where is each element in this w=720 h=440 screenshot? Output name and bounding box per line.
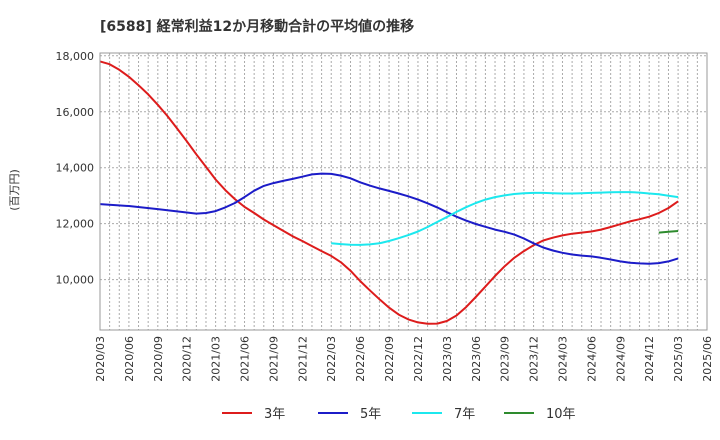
grid-lines — [99, 53, 708, 330]
x-tick-label: 2020/03 — [94, 336, 107, 382]
legend-label: 10年 — [546, 407, 576, 422]
y-tick-label: 16,000 — [56, 106, 95, 119]
x-tick-label: 2023/03 — [441, 336, 454, 382]
x-tick-label: 2021/03 — [210, 336, 223, 382]
y-tick-label: 14,000 — [56, 162, 95, 175]
series-line — [99, 172, 679, 265]
y-tick-labels: 10,000 12,000 14,000 16,000 18,000 — [56, 50, 95, 287]
x-tick-label: 2024/09 — [614, 336, 627, 382]
plot-area — [99, 52, 708, 331]
series-line — [99, 60, 679, 325]
chart-title: [6588] 経常利益12か月移動合計の平均値の推移 — [100, 18, 414, 35]
y-tick-label: 18,000 — [56, 50, 95, 63]
y-tick-label: 12,000 — [56, 218, 95, 231]
x-tick-labels: 2020/03 2020/06 2020/09 2020/12 2021/03 2021/… — [94, 336, 714, 382]
x-tick-label: 2020/09 — [152, 336, 165, 382]
x-tick-label: 2023/12 — [528, 336, 541, 382]
legend-label: 7年 — [454, 407, 475, 422]
x-tick-label: 2024/03 — [556, 336, 569, 382]
x-tick-label: 2022/09 — [383, 336, 396, 382]
x-tick-label: 2021/09 — [267, 336, 280, 382]
legend-label: 5年 — [360, 407, 381, 422]
y-tick-label: 10,000 — [56, 274, 95, 287]
legend-label: 3年 — [264, 407, 285, 422]
x-tick-label: 2022/03 — [325, 336, 338, 382]
x-tick-label: 2022/12 — [412, 336, 425, 382]
series-line — [331, 191, 679, 246]
x-tick-label: 2020/06 — [123, 336, 136, 382]
y-axis-label: (百万円) — [8, 169, 21, 211]
x-tick-label: 2022/06 — [354, 336, 367, 382]
series-lines — [99, 60, 679, 325]
x-tick-label: 2023/06 — [470, 336, 483, 382]
x-tick-label: 2025/06 — [701, 336, 714, 382]
x-tick-label: 2023/09 — [499, 336, 512, 382]
x-tick-label: 2024/06 — [585, 336, 598, 382]
x-tick-label: 2020/12 — [181, 336, 194, 382]
legend: 3年 5年 7年 10年 — [222, 407, 576, 422]
x-tick-label: 2025/03 — [672, 336, 685, 382]
series-line — [658, 230, 679, 234]
x-tick-label: 2024/12 — [643, 336, 656, 382]
x-tick-label: 2021/06 — [239, 336, 252, 382]
x-tick-label: 2021/12 — [296, 336, 309, 382]
